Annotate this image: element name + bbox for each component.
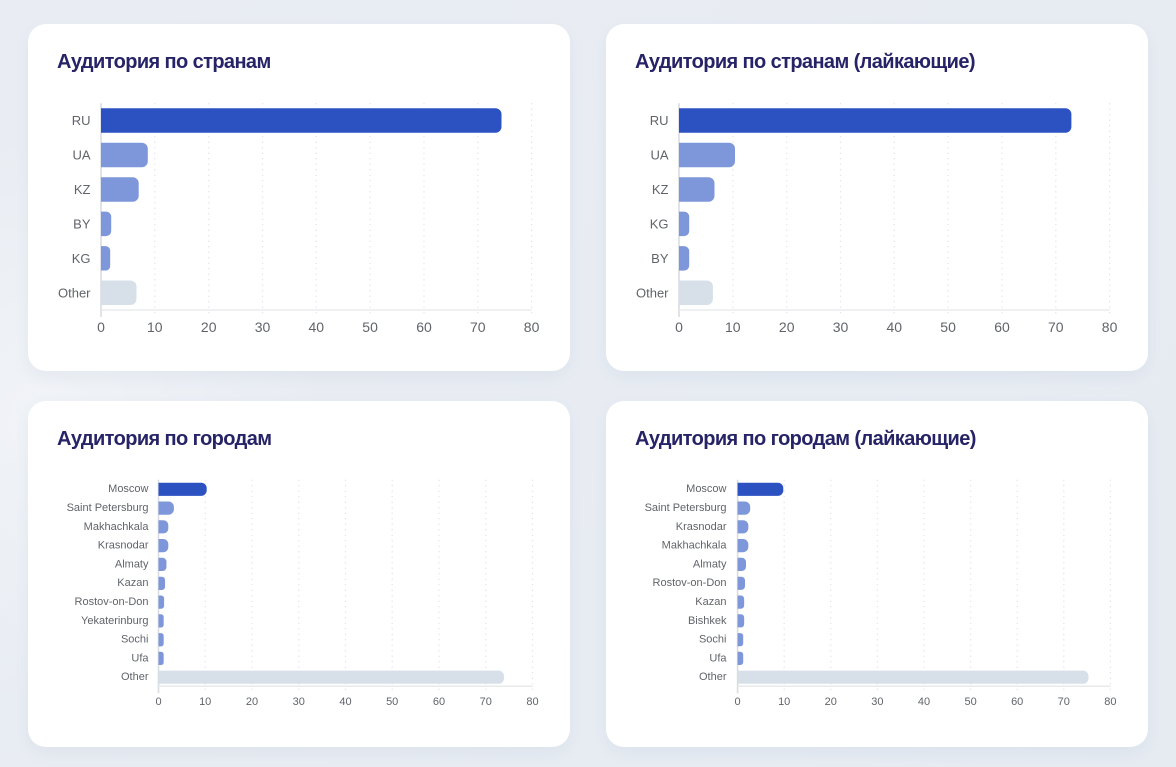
svg-text:80: 80 — [1104, 696, 1116, 708]
svg-text:Makhachkala: Makhachkala — [662, 540, 728, 552]
svg-text:Sochi: Sochi — [699, 634, 727, 646]
svg-text:40: 40 — [309, 318, 325, 334]
svg-text:RU: RU — [650, 113, 669, 128]
svg-text:KZ: KZ — [74, 181, 91, 196]
svg-text:50: 50 — [362, 318, 378, 334]
svg-text:0: 0 — [675, 318, 683, 334]
svg-text:50: 50 — [940, 318, 956, 334]
svg-text:40: 40 — [887, 318, 903, 334]
svg-text:Krasnodar: Krasnodar — [676, 521, 727, 533]
svg-text:70: 70 — [480, 696, 492, 708]
svg-text:Bishkek: Bishkek — [688, 615, 727, 627]
svg-text:70: 70 — [1048, 318, 1064, 334]
svg-text:BY: BY — [73, 216, 91, 231]
svg-text:Yekaterinburg: Yekaterinburg — [81, 615, 148, 627]
svg-text:UA: UA — [72, 147, 90, 162]
svg-text:Kazan: Kazan — [117, 577, 148, 589]
svg-text:0: 0 — [97, 318, 105, 334]
svg-text:KG: KG — [650, 216, 669, 231]
svg-text:Kazan: Kazan — [695, 596, 726, 608]
svg-text:20: 20 — [246, 696, 258, 708]
svg-text:60: 60 — [416, 318, 432, 334]
svg-text:Other: Other — [121, 671, 149, 683]
svg-text:10: 10 — [725, 318, 741, 334]
svg-text:Sochi: Sochi — [121, 634, 149, 646]
svg-text:Moscow: Moscow — [686, 483, 726, 495]
svg-text:80: 80 — [524, 318, 540, 334]
svg-text:30: 30 — [833, 318, 849, 334]
svg-text:Makhachkala: Makhachkala — [84, 521, 150, 533]
svg-text:RU: RU — [72, 113, 91, 128]
svg-text:50: 50 — [386, 696, 398, 708]
svg-text:20: 20 — [779, 318, 795, 334]
svg-text:10: 10 — [147, 318, 163, 334]
svg-text:20: 20 — [201, 318, 217, 334]
svg-text:40: 40 — [918, 696, 930, 708]
svg-text:30: 30 — [255, 318, 271, 334]
svg-text:Saint Petersburg: Saint Petersburg — [67, 502, 149, 514]
svg-text:10: 10 — [778, 696, 790, 708]
svg-text:KG: KG — [72, 250, 91, 265]
svg-text:BY: BY — [651, 250, 669, 265]
svg-text:80: 80 — [1102, 318, 1118, 334]
svg-text:70: 70 — [470, 318, 486, 334]
svg-text:Moscow: Moscow — [108, 483, 148, 495]
svg-text:Other: Other — [58, 285, 91, 300]
svg-text:40: 40 — [339, 696, 351, 708]
svg-text:Ufa: Ufa — [131, 653, 149, 665]
svg-text:Ufa: Ufa — [709, 653, 727, 665]
svg-text:60: 60 — [994, 318, 1010, 334]
svg-text:Other: Other — [636, 285, 669, 300]
svg-text:0: 0 — [155, 696, 161, 708]
svg-text:Rostov-on-Don: Rostov-on-Don — [75, 596, 149, 608]
svg-text:Other: Other — [699, 671, 727, 683]
svg-text:60: 60 — [1011, 696, 1023, 708]
svg-text:30: 30 — [293, 696, 305, 708]
svg-text:80: 80 — [526, 696, 538, 708]
svg-text:60: 60 — [433, 696, 445, 708]
svg-text:10: 10 — [199, 696, 211, 708]
svg-text:KZ: KZ — [652, 181, 669, 196]
svg-text:Almaty: Almaty — [115, 559, 149, 571]
svg-text:30: 30 — [871, 696, 883, 708]
svg-text:UA: UA — [650, 147, 668, 162]
svg-text:Almaty: Almaty — [693, 559, 727, 571]
svg-text:Krasnodar: Krasnodar — [98, 540, 149, 552]
svg-text:20: 20 — [825, 696, 837, 708]
svg-text:50: 50 — [964, 696, 976, 708]
svg-text:0: 0 — [735, 696, 741, 708]
svg-text:Rostov-on-Don: Rostov-on-Don — [653, 577, 727, 589]
svg-text:70: 70 — [1058, 696, 1070, 708]
svg-text:Saint Petersburg: Saint Petersburg — [645, 502, 727, 514]
